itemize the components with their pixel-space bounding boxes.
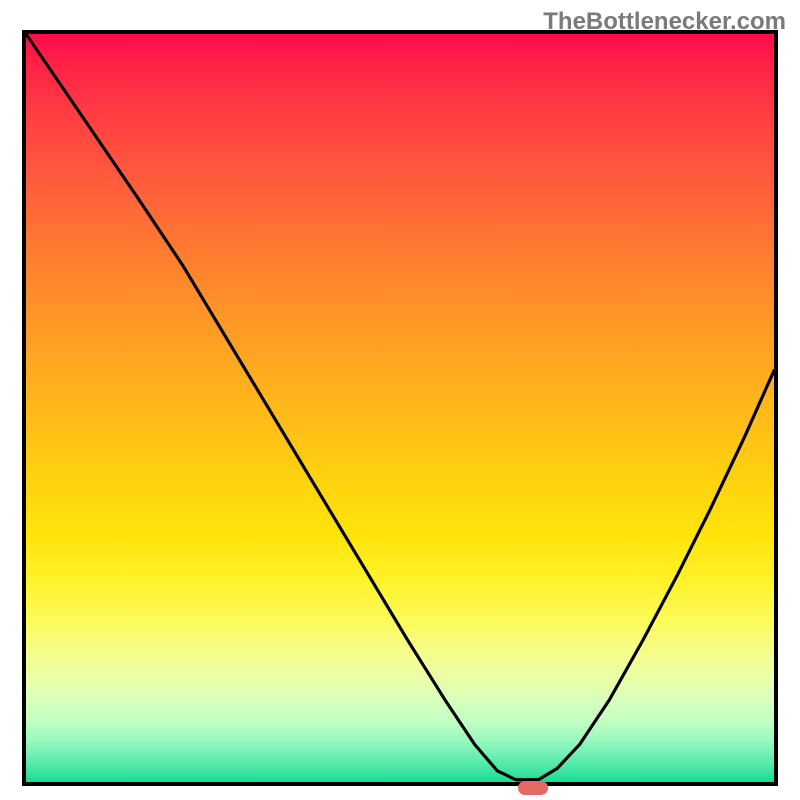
watermark-text: TheBottlenecker.com bbox=[543, 8, 786, 36]
chart-frame bbox=[22, 30, 778, 786]
optimal-point-marker bbox=[518, 781, 548, 795]
bottleneck-chart bbox=[26, 34, 774, 782]
